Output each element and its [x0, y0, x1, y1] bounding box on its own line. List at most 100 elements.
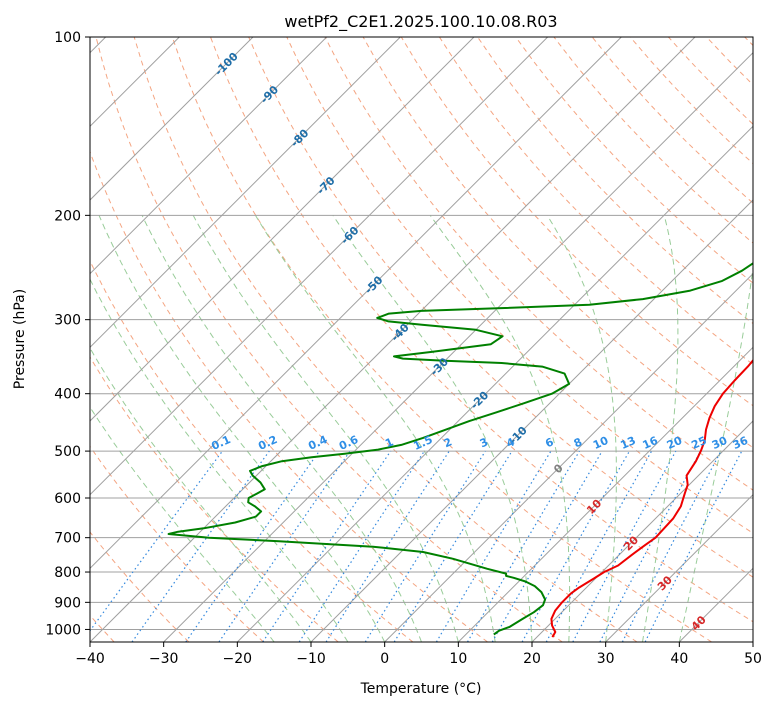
x-axis-ticks: −40 −30 −20 −10 0 10 20 30 40 50	[75, 642, 762, 667]
dry-adiabat	[515, 37, 753, 284]
temperature-line	[550, 358, 753, 638]
mixing-ratio-label: 30	[710, 434, 730, 452]
x-tick-label: 40	[670, 651, 688, 667]
moist-adiabat	[90, 406, 275, 642]
mixing-ratio-label: 0.1	[209, 433, 232, 453]
mixing-ratio-label: 3	[478, 435, 490, 450]
x-tick-label: −10	[296, 651, 326, 667]
moist-adiabat	[98, 215, 386, 642]
dry-adiabat	[438, 37, 753, 366]
mixing-ratio-label: 0.6	[337, 433, 360, 453]
isotherm-line	[457, 346, 753, 642]
dry-adiabat	[90, 356, 339, 642]
mixing-ratio-label: 16	[641, 434, 661, 452]
mixing-ratio-line	[218, 450, 351, 642]
dry-adiabat	[90, 259, 414, 642]
mixing-ratio-line	[393, 450, 513, 642]
mixing-ratio-line	[364, 450, 486, 642]
isotherm-line	[605, 493, 753, 642]
mixing-ratio-line	[131, 450, 270, 642]
dry-adiabat	[171, 37, 712, 642]
mixing-ratio-line	[521, 450, 631, 642]
isotherm-line	[90, 37, 401, 349]
moist-adiabat	[332, 215, 533, 642]
x-tick-label: 50	[744, 651, 762, 667]
moist-adiabat	[90, 347, 312, 642]
mixing-ratio-label: 0.4	[306, 433, 329, 453]
y-tick-label: 1000	[45, 622, 81, 638]
dry-adiabat	[90, 531, 190, 642]
x-tick-label: 30	[597, 651, 615, 667]
isotherm-line	[752, 641, 753, 642]
profile-series	[167, 262, 753, 638]
y-tick-label: 300	[54, 313, 81, 329]
isotherm-line	[236, 125, 753, 642]
chart-title: wetPf2_C2E1.2025.100.10.08.R03	[284, 12, 557, 32]
mixing-ratio-label: 25	[689, 434, 708, 452]
dry-adiabat	[210, 37, 753, 623]
x-tick-label: −30	[149, 651, 179, 667]
isotherm-line	[310, 199, 753, 642]
mixing-ratio-line	[90, 450, 223, 632]
isotherm-line	[678, 567, 753, 642]
mixing-ratio-line	[298, 450, 425, 642]
x-axis-title: Temperature (°C)	[360, 681, 482, 697]
dry-adiabat	[553, 37, 753, 244]
x-tick-label: 0	[380, 651, 389, 667]
mixing-ratio-label: 20	[665, 434, 685, 452]
y-tick-label: 200	[54, 208, 81, 224]
moist-adiabat	[192, 215, 459, 642]
y-axis-title: Pressure (hPa)	[12, 289, 28, 389]
dry-adiabat	[744, 37, 753, 47]
isotherm-line	[90, 37, 254, 201]
moist-adiabat	[90, 278, 349, 642]
dry-adiabat	[90, 150, 488, 642]
dry-adiabat	[90, 445, 264, 642]
y-tick-label: 100	[54, 30, 81, 46]
mixing-ratio-label: 13	[618, 434, 637, 452]
y-tick-label: 900	[54, 595, 81, 611]
moist-adiabat	[642, 215, 679, 642]
mixing-ratio-line	[185, 450, 320, 642]
background-lines	[90, 37, 753, 642]
mixing-ratio-label: 10	[591, 434, 611, 452]
moist-adiabat	[678, 263, 753, 642]
y-axis-ticks: 100 200 300 400 500 600 700 800 900 1000	[45, 30, 90, 638]
plot-frame	[89, 36, 754, 643]
y-tick-label: 700	[54, 531, 81, 547]
isotherm-line	[531, 420, 753, 642]
dry-adiabat	[706, 37, 753, 86]
dry-adiabat	[95, 37, 563, 642]
dry-adiabat	[248, 37, 753, 578]
isotherm-line	[90, 37, 475, 422]
mixing-ratio-label: 0.2	[256, 433, 279, 453]
mixing-ratio-line	[644, 450, 743, 642]
moist-adiabat	[141, 215, 422, 642]
mixing-ratio-label: 8	[572, 435, 584, 450]
dry-adiabat	[668, 37, 753, 125]
x-tick-label: 20	[523, 651, 541, 667]
y-tick-label: 800	[54, 565, 81, 581]
isotherm-line	[90, 37, 549, 496]
dewpoint-line	[167, 262, 753, 636]
isotherm-line	[90, 37, 696, 642]
mixing-ratio-line	[325, 450, 450, 642]
x-tick-label: −20	[223, 651, 253, 667]
grid-lines	[90, 37, 753, 642]
isotherm-line	[90, 37, 328, 275]
isotherm-line	[90, 37, 622, 570]
dry-adiabat	[591, 37, 753, 204]
y-tick-label: 500	[54, 444, 81, 460]
mixing-ratio-line	[599, 450, 702, 642]
mixing-ratio-line	[435, 450, 552, 642]
x-tick-label: 10	[449, 651, 467, 667]
y-tick-label: 600	[54, 491, 81, 507]
mixing-ratio-label: 36	[731, 434, 751, 452]
dry-adiabat	[400, 37, 753, 407]
mixing-ratio-line	[466, 450, 580, 642]
x-tick-label: −40	[75, 651, 105, 667]
isotherm-label: -100	[212, 50, 241, 79]
isotherm-line	[384, 272, 753, 642]
mixing-ratio-line	[572, 450, 677, 642]
